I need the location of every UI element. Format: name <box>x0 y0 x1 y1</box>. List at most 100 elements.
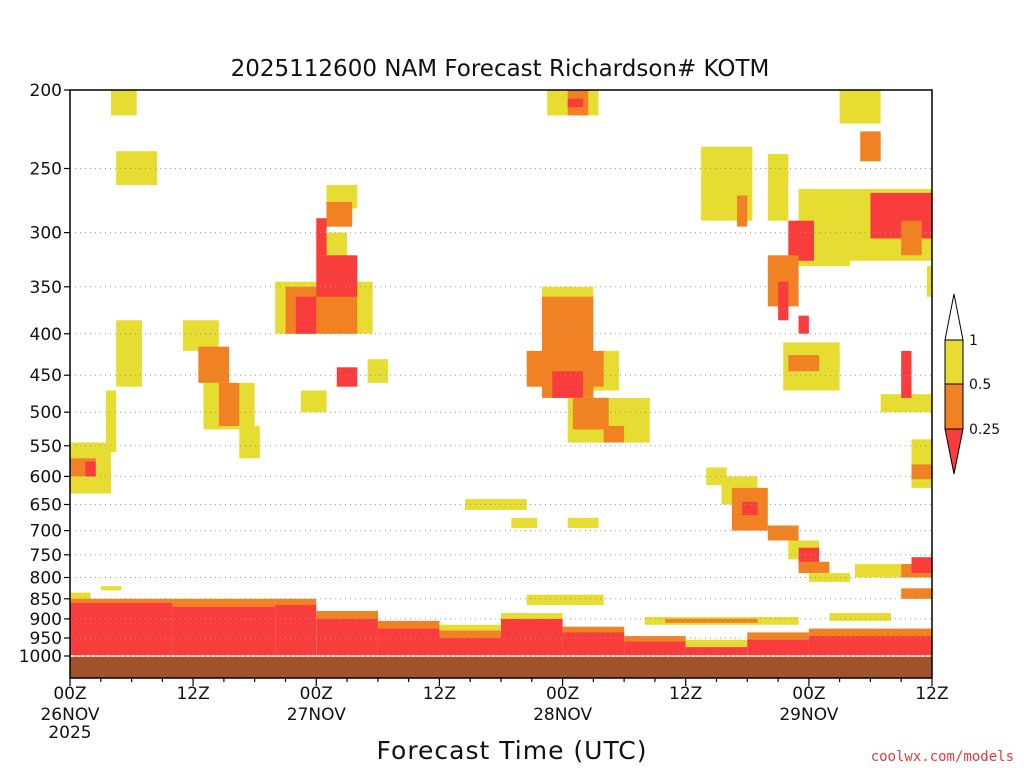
ri-cell-low <box>926 266 932 297</box>
colorbar-bin-0.5-1 <box>944 339 964 385</box>
y-tick-label-900: 900 <box>30 610 62 630</box>
y-tick-label-600: 600 <box>30 467 62 487</box>
y-axis: 200 250 300 350 400 450 500 550 600 650 700 750 8008… <box>19 81 70 667</box>
ri-cell-high <box>798 547 820 565</box>
x-tick-label-00z: 00Z <box>300 684 333 704</box>
ri-cell-high <box>552 371 584 398</box>
ground-layer <box>70 655 932 678</box>
ri-cell-high <box>316 218 327 256</box>
x-tick-label-2025: 2025 <box>48 723 91 743</box>
ri-cell-high <box>798 315 809 334</box>
data-layer <box>70 90 932 656</box>
x-tick-label-29nov: 29NOV <box>779 705 838 725</box>
ri-cell-mid <box>572 397 609 430</box>
ri-cell-mid <box>798 561 830 574</box>
ri-cell-high <box>562 632 625 656</box>
x-tick-label-00z: 00Z <box>546 684 579 704</box>
ri-cell-low <box>685 639 748 648</box>
ri-cell-high <box>567 98 584 108</box>
ri-cell-mid <box>218 382 240 426</box>
ri-cell-low <box>439 624 501 631</box>
ri-cell-low <box>182 320 219 351</box>
y-tick-label-250: 250 <box>30 160 62 180</box>
ri-cell-mid <box>767 525 799 541</box>
ri-cell-low <box>526 594 604 605</box>
ri-cell-mid <box>737 195 748 227</box>
y-tick-label-950: 950 <box>30 629 62 649</box>
source-credit[interactable]: coolwx.com/models <box>871 749 1014 765</box>
ri-cell-low <box>300 390 327 413</box>
ground-band <box>70 656 932 678</box>
ri-cell-mid <box>808 628 871 638</box>
ri-cell-mid <box>870 628 932 637</box>
ri-cell-low <box>105 390 117 453</box>
ri-cell-mid <box>901 588 932 599</box>
ri-cell-high <box>275 605 317 656</box>
ri-cell-low <box>116 320 142 387</box>
ri-cell-low <box>911 439 932 488</box>
ri-cell-low <box>839 90 881 124</box>
x-tick-label-27nov: 27NOV <box>287 705 346 725</box>
ri-cell-mid <box>624 636 686 644</box>
x-tick-label-28nov: 28NOV <box>533 705 592 725</box>
x-tick-label-26nov: 26NOV <box>40 705 99 725</box>
ri-cell-low <box>706 467 727 486</box>
y-tick-label-200: 200 <box>30 81 62 101</box>
ri-cell-high <box>788 220 814 261</box>
ri-cell-high <box>870 634 932 656</box>
ri-cell-low <box>829 613 891 621</box>
colorbar: 1 0.5 0.25 <box>944 293 1000 475</box>
colorbar-label-1: 1 <box>969 333 978 349</box>
y-tick-label-450: 450 <box>30 366 62 386</box>
ri-cell-high <box>295 296 317 334</box>
ri-cell-low <box>767 154 789 221</box>
x-axis-label: Forecast Time (UTC) <box>377 736 648 765</box>
ri-cell-high <box>439 636 501 656</box>
ri-cell-high <box>172 607 276 656</box>
ri-cell-low <box>70 592 91 599</box>
ri-cell-high <box>70 603 173 656</box>
chart-title: 2025112600 NAM Forecast Richardson# KOTM <box>231 56 770 82</box>
colorbar-bottom-arrow <box>944 428 964 475</box>
y-tick-label-350: 350 <box>30 278 62 298</box>
x-tick-label-12z: 12Z <box>176 684 209 704</box>
ri-cell-low <box>567 517 599 529</box>
y-tick-label-750: 750 <box>30 546 62 566</box>
ri-cell-mid <box>316 611 378 619</box>
ri-cell-mid <box>665 618 758 623</box>
ri-cell-low <box>239 426 260 459</box>
ri-cell-mid <box>326 202 353 227</box>
x-tick-label-12z: 12Z <box>423 684 456 704</box>
ri-cell-high <box>808 636 871 656</box>
ri-cell-low <box>808 573 850 582</box>
colorbar-label-0.25: 0.25 <box>969 422 1000 438</box>
y-tick-label-300: 300 <box>30 224 62 244</box>
ri-cell-low <box>880 394 932 413</box>
ri-cell-mid <box>788 355 820 372</box>
y-tick-label-1000: 1000 <box>19 647 62 667</box>
y-tick-label-550: 550 <box>30 437 62 457</box>
ri-cell-high <box>747 639 809 656</box>
y-tick-label-700: 700 <box>30 522 62 542</box>
colorbar-label-0.5: 0.5 <box>969 377 991 393</box>
y-tick-label-850: 850 <box>30 590 62 610</box>
plot-frame <box>69 89 933 679</box>
ri-cell-high <box>911 557 932 574</box>
ri-cell-high <box>336 367 358 387</box>
colorbar-top-arrow <box>944 293 964 341</box>
y-tick-label-400: 400 <box>30 325 62 345</box>
y-tick-label-800: 800 <box>30 569 62 589</box>
x-tick-label-12z: 12Z <box>915 684 948 704</box>
ri-cell-high <box>624 641 686 656</box>
ri-cell-low <box>501 613 563 619</box>
ri-cell-high <box>85 461 96 477</box>
ri-cell-low <box>111 90 137 116</box>
ri-cell-high <box>377 626 440 656</box>
ri-cell-mid <box>562 626 625 637</box>
x-tick-label-00z: 00Z <box>53 684 86 704</box>
ri-cell-low <box>100 586 122 591</box>
ri-cell-mid <box>911 464 932 480</box>
ri-cell-mid <box>603 426 625 443</box>
